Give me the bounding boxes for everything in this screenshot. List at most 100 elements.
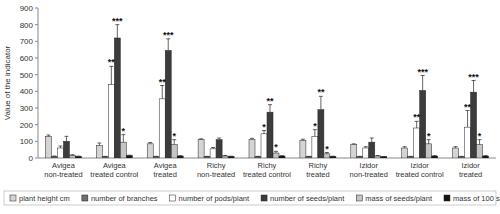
bar bbox=[279, 156, 285, 158]
chart: 0100200300400500600700800900Value of the… bbox=[0, 0, 500, 214]
y-tick-label: 700 bbox=[20, 37, 34, 46]
y-tick-label: 200 bbox=[20, 121, 34, 130]
error-bar bbox=[376, 155, 380, 157]
bar bbox=[261, 134, 267, 158]
legend-label: plant height cm bbox=[19, 194, 70, 203]
significance: *** bbox=[112, 16, 123, 26]
error-bar bbox=[409, 156, 413, 157]
significance: *** bbox=[468, 72, 479, 82]
error-bar bbox=[466, 111, 470, 128]
legend-label: number of pods/plant bbox=[179, 194, 250, 203]
y-axis bbox=[38, 8, 39, 158]
annotations: ******************************** bbox=[108, 16, 482, 154]
legend-label: number of seeds/plant bbox=[270, 194, 345, 203]
x-tick-label: Avigeanon-treated bbox=[44, 161, 82, 179]
bar bbox=[51, 156, 57, 158]
x-tick-label: Richynon-treated bbox=[197, 161, 235, 179]
error-bar bbox=[109, 66, 113, 84]
y-tick-label: 900 bbox=[20, 4, 34, 13]
error-bar bbox=[103, 156, 107, 157]
significance: * bbox=[122, 126, 126, 136]
error-bar bbox=[421, 76, 425, 91]
error-bar bbox=[205, 156, 209, 157]
y-tick-label: 500 bbox=[20, 71, 34, 80]
legend-label: mass of seeds/plant bbox=[365, 194, 433, 203]
bar bbox=[369, 142, 375, 158]
significance: ** bbox=[108, 57, 116, 67]
bar bbox=[45, 136, 51, 158]
error-bar bbox=[484, 155, 488, 156]
bar bbox=[465, 127, 471, 158]
bar bbox=[426, 144, 432, 158]
bar bbox=[324, 154, 330, 158]
error-bar bbox=[352, 143, 356, 145]
x-tick-label: Richytreated bbox=[306, 161, 329, 179]
bar bbox=[57, 148, 63, 158]
significance: ** bbox=[159, 77, 167, 87]
bar bbox=[120, 142, 126, 158]
error-bar bbox=[148, 143, 152, 144]
bar bbox=[228, 156, 234, 158]
significance: * bbox=[274, 142, 278, 152]
legend-swatch bbox=[170, 195, 176, 201]
bar bbox=[477, 145, 483, 158]
error-bar bbox=[121, 135, 125, 143]
legend: plant height cm number of branches number … bbox=[4, 191, 500, 205]
significance: * bbox=[262, 122, 266, 132]
error-bar bbox=[319, 96, 323, 109]
significance: *** bbox=[163, 30, 174, 40]
bar bbox=[453, 148, 459, 158]
error-bar bbox=[154, 156, 158, 157]
bar bbox=[351, 145, 357, 158]
y-tick-label: 400 bbox=[20, 87, 34, 96]
bar bbox=[102, 157, 108, 158]
significance: ** bbox=[317, 87, 325, 97]
error-bar bbox=[331, 156, 335, 157]
error-bar bbox=[52, 156, 56, 157]
error-bar bbox=[211, 148, 215, 149]
bar bbox=[96, 146, 102, 159]
y-tick-label: 800 bbox=[20, 21, 34, 30]
bar bbox=[255, 157, 261, 158]
bar bbox=[210, 149, 216, 158]
bars bbox=[45, 25, 488, 158]
bar bbox=[249, 140, 255, 158]
error-bar bbox=[250, 138, 254, 139]
bar bbox=[408, 157, 414, 158]
legend-label: mass of 100 seeds bbox=[453, 194, 500, 203]
error-bar bbox=[70, 154, 74, 156]
y-tick-label: 100 bbox=[20, 137, 34, 146]
error-bar bbox=[370, 138, 374, 142]
legend-label: number of branches bbox=[91, 194, 158, 203]
bar bbox=[198, 140, 204, 158]
bar bbox=[63, 141, 69, 158]
bar bbox=[69, 156, 75, 159]
x-tick-label: Izidornon-treated bbox=[350, 161, 388, 179]
x-tick-label: Avigeatreated control bbox=[90, 161, 138, 179]
significance: ** bbox=[266, 96, 274, 106]
bar bbox=[459, 157, 465, 158]
error-bar bbox=[160, 86, 164, 99]
bar bbox=[483, 156, 489, 158]
bar bbox=[171, 145, 177, 158]
bar bbox=[402, 148, 408, 158]
error-bar bbox=[115, 25, 119, 38]
error-bar bbox=[382, 156, 386, 157]
bar bbox=[204, 157, 210, 158]
bar bbox=[273, 153, 279, 158]
bar bbox=[153, 157, 159, 158]
bar bbox=[267, 112, 273, 158]
x-tick-label: Izidortreated control bbox=[396, 161, 444, 179]
bar bbox=[147, 144, 153, 158]
significance: * bbox=[427, 131, 431, 141]
legend-swatch bbox=[82, 195, 88, 201]
y-tick-label: 600 bbox=[20, 54, 34, 63]
error-bar bbox=[358, 156, 362, 157]
error-bar bbox=[217, 138, 221, 140]
error-bar bbox=[364, 147, 368, 148]
error-bar bbox=[223, 155, 227, 157]
error-bar bbox=[268, 105, 272, 113]
error-bar bbox=[256, 156, 260, 157]
error-bar bbox=[307, 156, 311, 157]
bar bbox=[114, 38, 120, 158]
